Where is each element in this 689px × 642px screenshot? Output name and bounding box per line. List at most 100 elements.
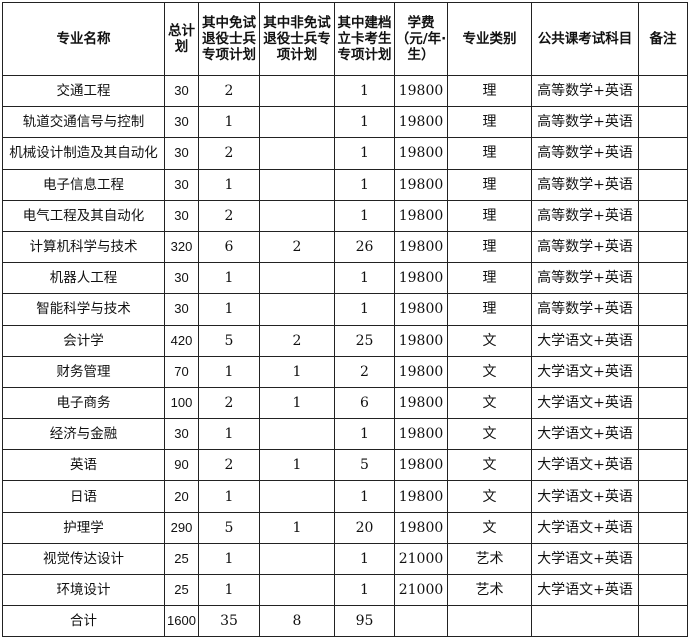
cell-exempt-veteran-plan: 5 <box>198 511 260 544</box>
cell-remarks <box>638 386 688 420</box>
cell-poverty-student-plan: 1 <box>334 137 395 170</box>
cell-total-plan: 25 <box>164 542 199 576</box>
table-row: 计算机科学与技术 320 6 2 26 19800 理高等数学+英语 <box>2 230 688 264</box>
cell-major-category: 艺术 <box>447 542 532 576</box>
cell-major-name: 轨道交通信号与控制 <box>2 106 165 139</box>
cell-remarks <box>638 74 688 108</box>
cell-remarks <box>638 168 688 201</box>
cell-poverty-student-plan: 20 <box>334 511 395 544</box>
cell-poverty-student-plan: 2 <box>334 355 395 388</box>
cell-exam-subjects: 高等数学+英语 <box>531 230 639 264</box>
cell-exam-subjects: 大学语文+英语 <box>531 480 639 513</box>
cell-major-category: 艺术 <box>447 573 532 607</box>
cell-total-plan: 70 <box>164 355 199 388</box>
cell-non-exempt-veteran-plan: 2 <box>259 230 335 264</box>
cell-exam-subjects: 高等数学+英语 <box>531 74 639 108</box>
table-row: 电子商务 100 2 1 6 19800 文大学语文+英语 <box>2 386 688 420</box>
cell-total-plan: 90 <box>164 449 199 482</box>
cell-major-category: 文 <box>447 480 532 513</box>
cell-major-name: 护理学 <box>2 511 165 544</box>
cell-poverty-student-plan: 1 <box>334 168 395 201</box>
cell-tuition: 19800 <box>394 293 448 326</box>
cell-exam-subjects <box>531 605 639 638</box>
cell-major-name: 环境设计 <box>2 573 165 607</box>
cell-major-category <box>447 605 532 638</box>
cell-exempt-veteran-plan: 2 <box>198 137 260 170</box>
cell-major-name: 合计 <box>2 605 165 638</box>
table-row: 环境设计 25 1 1 21000 艺术 大学语文+英语 <box>2 573 688 607</box>
cell-tuition: 19800 <box>394 511 448 544</box>
cell-major-name: 经济与金融 <box>2 418 165 451</box>
table-row: 交通工程 30 2 1 19800 理高等数学+英语 <box>2 74 688 108</box>
header-non-exempt-veteran-plan: 其中非免试退役士兵专项计划 <box>259 2 335 76</box>
cell-poverty-student-plan: 1 <box>334 106 395 139</box>
cell-tuition: 19800 <box>394 106 448 139</box>
cell-major-category: 文 <box>447 449 532 482</box>
header-major-category: 专业类别 <box>447 2 532 76</box>
cell-exempt-veteran-plan: 1 <box>198 106 260 139</box>
cell-exempt-veteran-plan: 1 <box>198 168 260 201</box>
cell-total-plan: 30 <box>164 293 199 326</box>
header-total-plan: 总计划 <box>164 2 199 76</box>
cell-non-exempt-veteran-plan: 1 <box>259 511 335 544</box>
cell-total-plan: 320 <box>164 230 199 264</box>
cell-major-category: 理 <box>447 230 532 264</box>
cell-major-category: 理 <box>447 262 532 295</box>
cell-non-exempt-veteran-plan <box>259 262 335 295</box>
table-row: 轨道交通信号与控制 30 1 1 19800 理高等数学+英语 <box>2 106 688 139</box>
cell-major-category: 文 <box>447 418 532 451</box>
header-row: 专业名称 总计划 其中免试退役士兵专项计划 其中非免试退役士兵专项计划 其中建档立卡考生… <box>2 2 688 76</box>
cell-exam-subjects: 高等数学+英语 <box>531 137 639 170</box>
cell-exempt-veteran-plan: 1 <box>198 480 260 513</box>
cell-exempt-veteran-plan: 2 <box>198 449 260 482</box>
cell-non-exempt-veteran-plan: 1 <box>259 449 335 482</box>
cell-major-category: 理 <box>447 137 532 170</box>
cell-non-exempt-veteran-plan <box>259 199 335 232</box>
cell-remarks <box>638 106 688 139</box>
cell-tuition: 19800 <box>394 230 448 264</box>
cell-remarks <box>638 573 688 607</box>
cell-exam-subjects: 高等数学+英语 <box>531 199 639 232</box>
table-row: 机器人工程 30 1 1 19800 理高等数学+英语 <box>2 262 688 295</box>
cell-poverty-student-plan: 1 <box>334 480 395 513</box>
header-remarks: 备注 <box>638 2 688 76</box>
cell-exam-subjects: 高等数学+英语 <box>531 293 639 326</box>
cell-major-name: 电子商务 <box>2 386 165 420</box>
cell-exempt-veteran-plan: 2 <box>198 386 260 420</box>
table-row: 电子信息工程 30 1 1 19800 理高等数学+英语 <box>2 168 688 201</box>
cell-total-plan: 20 <box>164 480 199 513</box>
table-row: 智能科学与技术 30 1 1 19800 理高等数学+英语 <box>2 293 688 326</box>
cell-remarks <box>638 511 688 544</box>
cell-total-plan: 290 <box>164 511 199 544</box>
cell-non-exempt-veteran-plan: 8 <box>259 605 335 638</box>
total-row: 合计 1600 35 8 95 <box>2 605 688 638</box>
cell-tuition: 19800 <box>394 386 448 420</box>
cell-total-plan: 30 <box>164 262 199 295</box>
cell-non-exempt-veteran-plan: 1 <box>259 386 335 420</box>
cell-exempt-veteran-plan: 5 <box>198 324 260 357</box>
cell-major-category: 理 <box>447 293 532 326</box>
cell-exam-subjects: 大学语文+英语 <box>531 324 639 357</box>
cell-exempt-veteran-plan: 2 <box>198 74 260 108</box>
cell-non-exempt-veteran-plan <box>259 573 335 607</box>
cell-major-name: 会计学 <box>2 324 165 357</box>
table-row: 机械设计制造及其自动化 30 2 1 19800 理高等数学+英语 <box>2 137 688 170</box>
cell-major-name: 电气工程及其自动化 <box>2 199 165 232</box>
cell-major-name: 日语 <box>2 480 165 513</box>
cell-poverty-student-plan: 1 <box>334 573 395 607</box>
cell-non-exempt-veteran-plan <box>259 74 335 108</box>
cell-remarks <box>638 605 688 638</box>
cell-major-name: 英语 <box>2 449 165 482</box>
header-exam-subjects: 公共课考试科目 <box>531 2 639 76</box>
cell-poverty-student-plan: 25 <box>334 324 395 357</box>
header-exempt-veteran-plan: 其中免试退役士兵专项计划 <box>198 2 260 76</box>
cell-tuition: 19800 <box>394 355 448 388</box>
cell-major-name: 电子信息工程 <box>2 168 165 201</box>
cell-non-exempt-veteran-plan <box>259 168 335 201</box>
cell-poverty-student-plan: 6 <box>334 386 395 420</box>
cell-major-category: 理 <box>447 106 532 139</box>
cell-non-exempt-veteran-plan: 2 <box>259 324 335 357</box>
table-row: 经济与金融 30 1 1 19800 文大学语文+英语 <box>2 418 688 451</box>
cell-exempt-veteran-plan: 35 <box>198 605 260 638</box>
cell-total-plan: 30 <box>164 418 199 451</box>
